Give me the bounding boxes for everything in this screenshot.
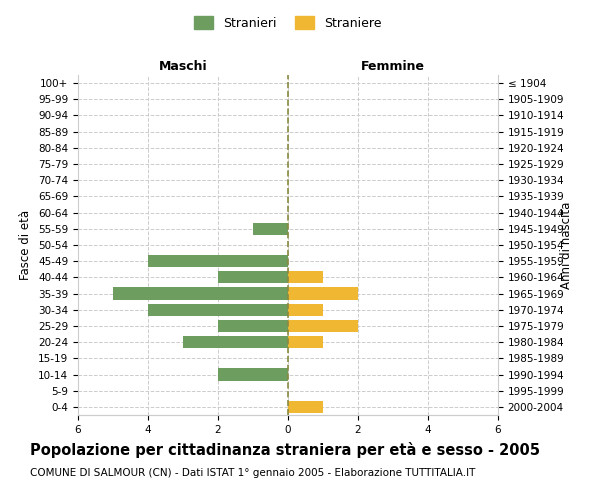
Text: Femmine: Femmine (361, 60, 425, 72)
Bar (253, 222, 288, 235)
Text: COMUNE DI SALMOUR (CN) - Dati ISTAT 1° gennaio 2005 - Elaborazione TUTTITALIA.IT: COMUNE DI SALMOUR (CN) - Dati ISTAT 1° g… (30, 468, 475, 477)
Bar (218, 368, 288, 380)
Bar (218, 320, 288, 332)
Bar (288, 272, 323, 283)
Bar (288, 304, 323, 316)
Text: Popolazione per cittadinanza straniera per età e sesso - 2005: Popolazione per cittadinanza straniera p… (30, 442, 540, 458)
Bar (288, 288, 358, 300)
Bar (288, 336, 323, 348)
Bar (183, 336, 288, 348)
Bar (218, 272, 288, 283)
Bar (148, 304, 288, 316)
Bar (288, 401, 323, 413)
Y-axis label: Fasce di età: Fasce di età (19, 210, 32, 280)
Legend: Stranieri, Straniere: Stranieri, Straniere (190, 11, 386, 35)
Text: Maschi: Maschi (158, 60, 208, 72)
Bar (288, 320, 358, 332)
Y-axis label: Anni di nascita: Anni di nascita (560, 202, 573, 288)
Bar (113, 288, 288, 300)
Bar (148, 255, 288, 268)
